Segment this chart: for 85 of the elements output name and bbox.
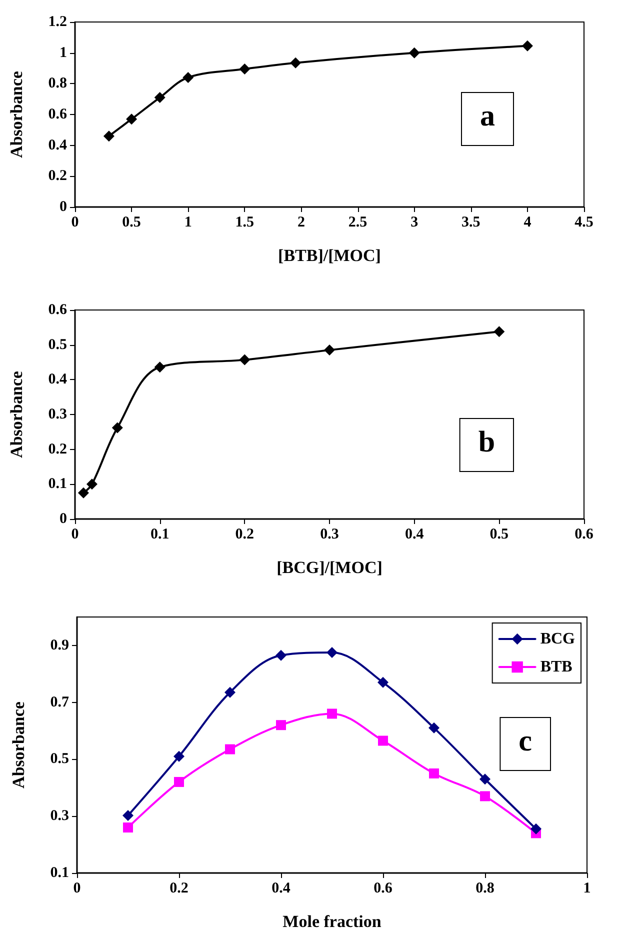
point [86, 478, 98, 490]
x-tick-label: 1 [583, 880, 591, 896]
y-axis-title: Absorbance [7, 370, 26, 458]
x-tick-label: 0 [73, 880, 81, 896]
y-tick-label: 0.7 [50, 694, 70, 710]
y-tick-label: 0.3 [50, 808, 69, 824]
y-tick-label: 0.5 [48, 336, 67, 353]
x-tick-label: 0.2 [235, 526, 254, 542]
x-tick-label: 0.8 [476, 880, 494, 896]
y-tick-label: 1 [60, 44, 67, 61]
y-tick-label: 0.2 [48, 168, 67, 184]
y-tick-label: 0 [60, 199, 67, 215]
y-tick-label: 1.2 [48, 14, 67, 30]
point [78, 487, 89, 498]
legend-label: BCG [540, 630, 576, 648]
x-tick-label: 2.5 [348, 214, 368, 230]
point [494, 326, 505, 338]
x-tick-label: 0.3 [320, 526, 339, 542]
point [276, 650, 286, 661]
y-tick-label: 0.8 [48, 76, 67, 92]
x-tick-label: 3.5 [462, 214, 480, 230]
point [122, 810, 134, 822]
y-tick-label: 0.9 [50, 637, 69, 654]
point [224, 686, 236, 698]
x-tick-label: 3 [410, 214, 418, 230]
point [174, 750, 184, 762]
point [480, 791, 490, 802]
point [530, 823, 542, 834]
x-tick-label: 2 [297, 214, 305, 230]
point [239, 64, 250, 75]
y-axis-title: Absorbance [7, 70, 26, 158]
point [154, 362, 166, 373]
point [182, 72, 194, 83]
point [327, 708, 337, 719]
annotation: b [478, 426, 496, 458]
x-tick-label: 0.4 [272, 880, 291, 896]
y-tick-label: 0.1 [48, 476, 67, 492]
point [112, 422, 123, 434]
x-tick-label: 4 [524, 214, 532, 230]
point [239, 354, 250, 366]
point [103, 130, 114, 142]
x-axis-title: [BTB]/[MOC] [278, 246, 381, 265]
y-tick-label: 0.4 [48, 137, 68, 154]
y-axis-title: Absorbance [9, 701, 28, 788]
x-tick-label: 0.6 [374, 880, 393, 896]
point [126, 114, 138, 125]
x-axis-title: Mole fraction [282, 912, 382, 931]
x-tick-label: 0.6 [574, 526, 594, 542]
point [522, 40, 533, 52]
legend-label: BTB [540, 658, 573, 676]
y-tick-label: 0.6 [48, 106, 68, 122]
x-tick-label: 0 [71, 526, 79, 542]
point [276, 720, 286, 730]
y-tick-label: 0.1 [50, 865, 69, 881]
x-tick-label: 1.5 [235, 214, 254, 230]
point [480, 774, 490, 785]
point [428, 722, 440, 734]
y-tick-label: 0 [60, 511, 67, 527]
x-tick-label: 1 [184, 214, 192, 230]
x-tick-label: 4.5 [574, 214, 594, 230]
point [225, 744, 235, 754]
point [429, 768, 439, 778]
y-tick-label: 0.4 [48, 372, 68, 388]
point [290, 57, 302, 68]
point [174, 776, 184, 787]
point [324, 344, 335, 356]
x-tick-label: 0.2 [170, 880, 188, 896]
annotation: c [518, 724, 532, 758]
point [123, 822, 133, 832]
point [154, 92, 166, 104]
y-tick-label: 0.5 [50, 751, 69, 768]
x-tick-label: 0.1 [150, 526, 170, 542]
y-tick-label: 0.3 [48, 406, 67, 422]
x-axis-title: [BCG]/[MOC] [276, 558, 382, 577]
x-tick-label: 0.5 [490, 526, 509, 542]
x-tick-label: 0.5 [122, 214, 141, 230]
point [378, 676, 388, 688]
point [326, 647, 338, 658]
y-tick-label: 0.2 [48, 441, 67, 458]
annotation: a [480, 100, 495, 132]
x-tick-label: 0 [71, 214, 79, 230]
y-tick-label: 0.6 [48, 302, 68, 318]
x-tick-label: 0.4 [404, 526, 424, 542]
point [408, 47, 420, 58]
point [378, 736, 388, 746]
